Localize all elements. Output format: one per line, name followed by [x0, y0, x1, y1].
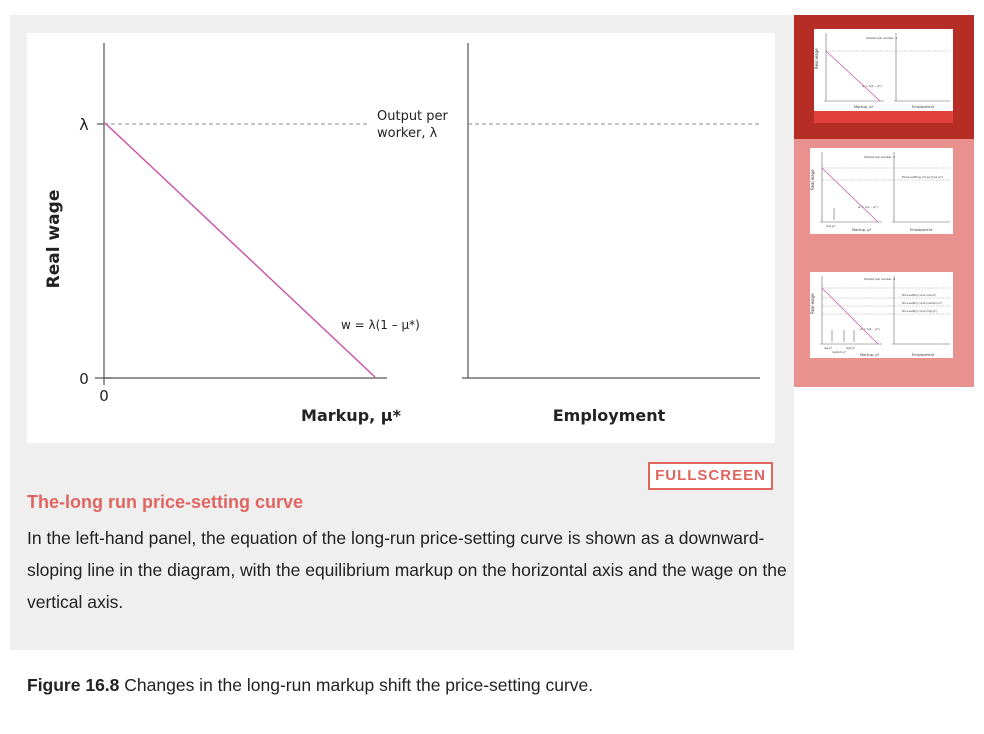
price-setting-line: [104, 122, 376, 378]
figure-caption-text: Changes in the long-run markup shift the…: [119, 675, 594, 695]
thumb-y-label: Real wage: [810, 169, 815, 190]
thumb-x-left: Markup, μ*: [852, 228, 871, 232]
y-axis-label: Real wage: [44, 190, 64, 289]
thumb-curve-label: w = λ(1 – μ*): [858, 205, 878, 209]
thumb-markup-label: low μ*: [826, 224, 836, 228]
fullscreen-button[interactable]: FULLSCREEN: [648, 462, 773, 490]
thumb-psc-label: Price-setting curve (low μ*): [902, 175, 943, 179]
thumbnail-diagram: Real wage Output per worker, λ Price-set…: [810, 276, 950, 357]
thumbnail-canvas: Real wage Output per worker, λ Price-set…: [810, 148, 953, 234]
step-thumbnails: Real wage Output per worker, λ w = λ(1 –…: [794, 15, 974, 387]
lambda-tick-label: λ: [79, 115, 88, 134]
thumbnail-step-3[interactable]: Real wage Output per worker, λ Price-set…: [794, 263, 974, 387]
thumb-x-right: Employment: [910, 228, 933, 232]
step-description: In the left-hand panel, the equation of …: [27, 528, 787, 612]
thumb-markup-label-low: low μ*: [824, 346, 833, 350]
y-zero-label: 0: [79, 370, 89, 388]
thumb-output-label: Output per worker, λ: [864, 155, 895, 159]
thumb-output-label: Output per worker, λ: [866, 36, 897, 40]
figure-caption: Figure 16.8 Changes in the long-run mark…: [27, 675, 593, 696]
thumb-markup-label-high: high μ*: [846, 346, 856, 350]
thumb-psc-label-low: Price-setting curve (low μ*): [902, 293, 936, 297]
thumb-x-left: Markup, μ*: [860, 353, 879, 357]
active-step-indicator: [814, 111, 953, 123]
diagram-panel: Real wage λ 0 0 Output per worker, λ w =…: [27, 33, 775, 443]
thumbnail-step-2[interactable]: Real wage Output per worker, λ Price-set…: [794, 139, 974, 263]
thumb-markup-label-medium: medium μ*: [832, 350, 847, 354]
curve-equation-label: w = λ(1 – μ*): [341, 318, 420, 332]
thumb-y-label: Real wage: [810, 293, 815, 314]
thumb-psc-label-high: Price-setting curve (high μ*): [902, 309, 937, 313]
thumb-psc-label-medium: Price-setting curve (medium μ*): [902, 301, 942, 305]
thumb-curve-label: w = λ(1 – μ*): [860, 327, 880, 331]
thumbnail-diagram: Real wage Output per worker, λ Price-set…: [810, 152, 950, 232]
thumb-output-label: Output per worker, λ: [864, 277, 895, 281]
output-label-line1: Output per: [377, 109, 449, 124]
thumbnail-step-1[interactable]: Real wage Output per worker, λ w = λ(1 –…: [794, 15, 974, 139]
thumbnail-diagram: Real wage Output per worker, λ w = λ(1 –…: [814, 33, 950, 109]
x-zero-label: 0: [99, 387, 109, 405]
thumb-x-right: Employment: [912, 105, 935, 109]
thumb-x-left: Markup, μ*: [854, 105, 873, 109]
thumb-y-label: Real wage: [814, 48, 819, 69]
thumbnail-canvas: Real wage Output per worker, λ Price-set…: [810, 272, 953, 358]
price-setting-diagram: Real wage λ 0 0 Output per worker, λ w =…: [44, 43, 760, 425]
x-axis-label-markup: Markup, μ*: [301, 406, 402, 425]
output-label-line2: worker, λ: [377, 126, 438, 141]
figure-number: Figure 16.8: [27, 675, 120, 695]
x-axis-label-employment: Employment: [553, 406, 666, 425]
step-title: The-long run price-setting curve: [27, 492, 304, 512]
thumb-x-right: Employment: [912, 353, 935, 357]
thumbnail-canvas: Real wage Output per worker, λ w = λ(1 –…: [814, 29, 953, 111]
figure-stage: Real wage λ 0 0 Output per worker, λ w =…: [10, 15, 794, 650]
thumb-curve-label: w = λ(1 – μ*): [862, 84, 882, 88]
